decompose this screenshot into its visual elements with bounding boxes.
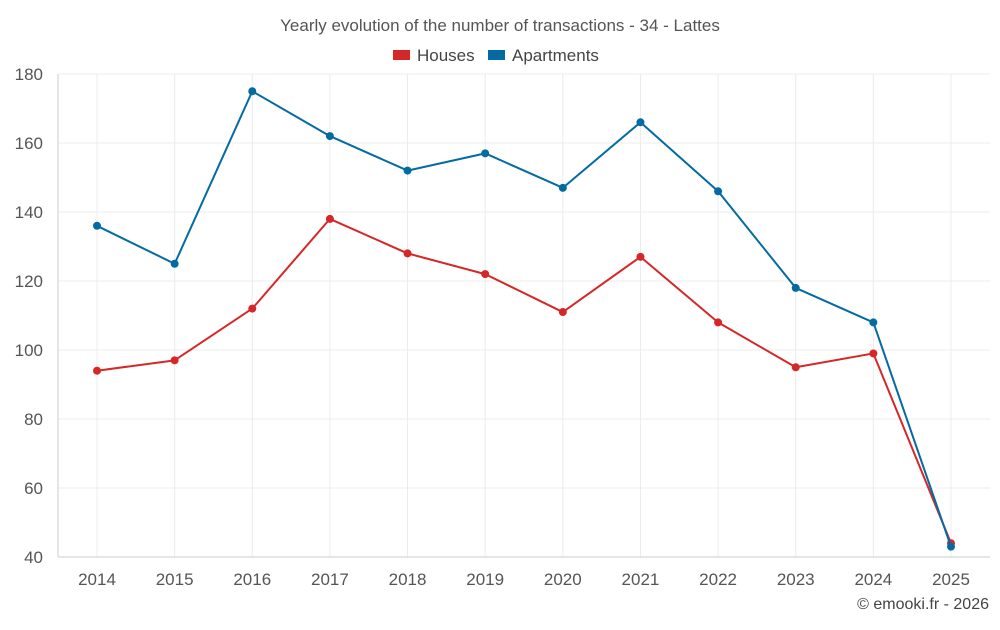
x-tick-label: 2024: [854, 570, 892, 589]
series-line-apartments: [96, 90, 952, 548]
series-layer: [93, 87, 955, 551]
x-tick-label: 2014: [78, 570, 116, 589]
legend-swatch-houses: [393, 50, 410, 60]
chart-title: Yearly evolution of the number of transa…: [280, 16, 720, 35]
y-tick-label: 180: [15, 65, 43, 84]
credit-text: © emooki.fr - 2026: [857, 596, 989, 613]
y-tick-label: 60: [24, 479, 43, 498]
y-tick-label: 120: [15, 272, 43, 291]
y-tick-label: 140: [15, 203, 43, 222]
x-tick-label: 2015: [156, 570, 194, 589]
x-tick-label: 2018: [389, 570, 427, 589]
data-point-apartments: [248, 87, 257, 96]
data-point-apartments: [869, 318, 878, 327]
data-point-apartments: [947, 542, 955, 551]
data-point-houses: [636, 252, 645, 261]
legend-label-houses[interactable]: Houses: [417, 46, 475, 65]
x-tick-label: 2023: [777, 570, 815, 589]
data-point-houses: [558, 308, 567, 317]
data-point-apartments: [636, 118, 645, 127]
data-point-apartments: [481, 149, 490, 158]
data-point-houses: [714, 318, 723, 327]
data-point-houses: [248, 304, 257, 313]
x-tick-label: 2017: [311, 570, 349, 589]
y-tick-label: 100: [15, 341, 43, 360]
series-line-houses: [96, 217, 952, 545]
y-tick-label: 40: [24, 548, 43, 567]
x-tick-label: 2021: [622, 570, 660, 589]
y-tick-label: 160: [15, 134, 43, 153]
data-point-houses: [325, 214, 334, 223]
data-point-apartments: [403, 166, 412, 175]
legend-swatch-apartments: [488, 50, 505, 60]
grid-layer: [58, 73, 990, 557]
legend-label-apartments[interactable]: Apartments: [512, 46, 599, 65]
data-point-apartments: [558, 183, 567, 192]
x-tick-label: 2020: [544, 570, 582, 589]
data-point-apartments: [93, 221, 101, 230]
x-tick-label: 2025: [932, 570, 970, 589]
data-point-houses: [869, 349, 878, 358]
chart-legend: Houses Apartments: [393, 46, 599, 65]
data-point-houses: [791, 363, 800, 372]
axis-layer: 40 60 80 100 120 140 160 180 2014 2015 2016 2017 201…: [15, 65, 990, 589]
data-point-houses: [481, 270, 490, 279]
x-tick-label: 2019: [466, 570, 504, 589]
y-tick-label: 80: [24, 410, 43, 429]
x-tick-label: 2022: [699, 570, 737, 589]
data-point-houses: [93, 366, 101, 375]
data-point-houses: [170, 356, 179, 365]
x-tick-label: 2016: [233, 570, 271, 589]
data-point-houses: [403, 249, 412, 258]
data-point-apartments: [325, 132, 334, 141]
data-point-apartments: [714, 187, 723, 196]
data-point-apartments: [791, 283, 800, 292]
data-point-apartments: [170, 259, 179, 268]
